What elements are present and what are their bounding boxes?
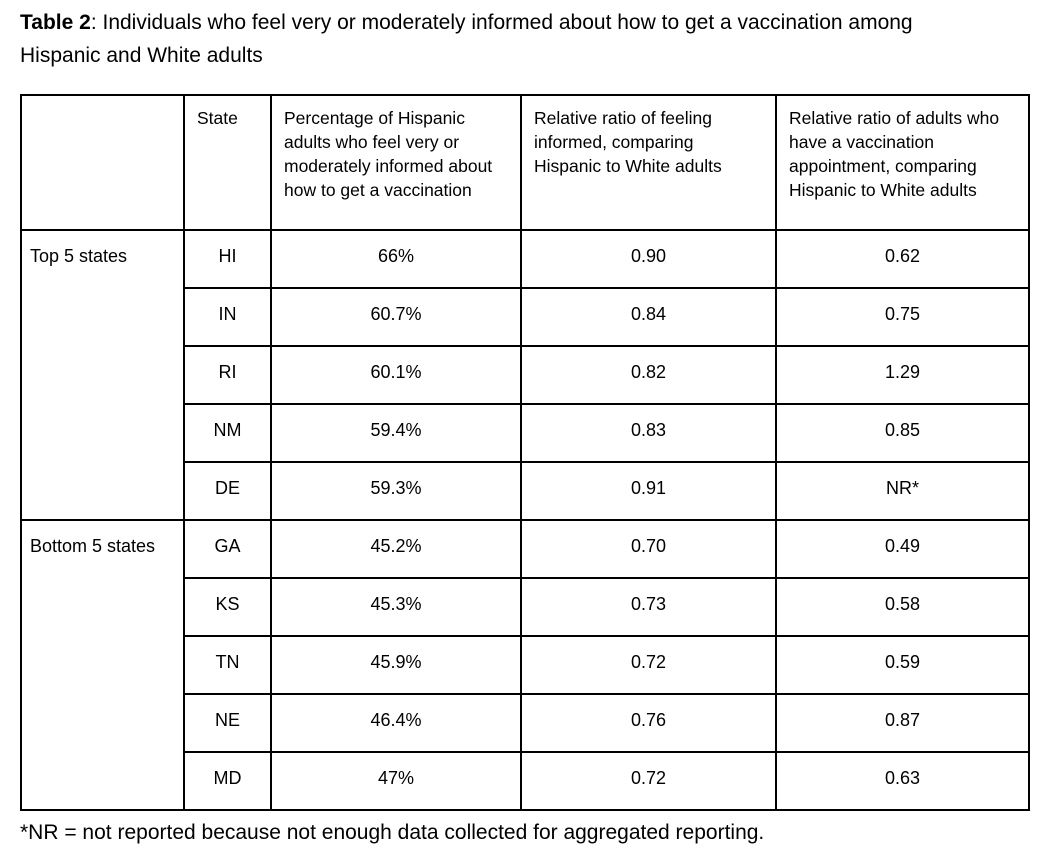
footnote: *NR = not reported because not enough da… bbox=[20, 821, 765, 844]
ratio-informed-cell: 0.83 bbox=[520, 403, 777, 463]
table-row: MD 47% 0.72 0.63 bbox=[21, 751, 1030, 811]
ratio-informed-cell: 0.70 bbox=[520, 519, 777, 579]
ratio-informed-cell: 0.84 bbox=[520, 287, 777, 347]
group-label-cell: Bottom 5 states bbox=[20, 519, 185, 811]
table-row: KS 45.3% 0.73 0.58 bbox=[21, 577, 1030, 637]
table-caption: Table 2: Individuals who feel very or mo… bbox=[20, 6, 970, 72]
header-ratio-appointment: Relative ratio of adults who have a vacc… bbox=[775, 94, 1030, 231]
percentage-cell: 60.7% bbox=[270, 287, 522, 347]
percentage-cell: 60.1% bbox=[270, 345, 522, 405]
group-label-cell: Top 5 states bbox=[20, 229, 185, 521]
percentage-cell: 45.2% bbox=[270, 519, 522, 579]
percentage-cell: 59.3% bbox=[270, 461, 522, 521]
table-row: Top 5 states HI 66% 0.90 0.62 bbox=[20, 229, 1030, 521]
header-percentage-informed: Percentage of Hispanic adults who feel v… bbox=[270, 94, 522, 231]
state-cell: MD bbox=[183, 751, 272, 811]
state-cell: NM bbox=[183, 403, 272, 463]
ratio-informed-cell: 0.91 bbox=[520, 461, 777, 521]
table-caption-text: : Individuals who feel very or moderatel… bbox=[20, 11, 913, 67]
state-cell: GA bbox=[183, 519, 272, 579]
state-cell: HI bbox=[183, 229, 272, 289]
data-table: State Percentage of Hispanic adults who … bbox=[20, 94, 1030, 811]
header-row: State Percentage of Hispanic adults who … bbox=[20, 94, 1030, 231]
ratio-appointment-cell: 0.49 bbox=[775, 519, 1030, 579]
table-body: Top 5 states HI 66% 0.90 0.62 IN 60.7% 0.… bbox=[20, 229, 1030, 811]
ratio-appointment-cell: 0.85 bbox=[775, 403, 1030, 463]
ratio-appointment-cell: 0.59 bbox=[775, 635, 1030, 695]
state-cell: RI bbox=[183, 345, 272, 405]
table-caption-label: Table 2 bbox=[20, 11, 91, 34]
state-cell: DE bbox=[183, 461, 272, 521]
ratio-informed-cell: 0.76 bbox=[520, 693, 777, 753]
ratio-informed-cell: 0.72 bbox=[520, 635, 777, 695]
state-cell: IN bbox=[183, 287, 272, 347]
ratio-appointment-cell: 0.75 bbox=[775, 287, 1030, 347]
percentage-cell: 59.4% bbox=[270, 403, 522, 463]
ratio-informed-cell: 0.73 bbox=[520, 577, 777, 637]
percentage-cell: 66% bbox=[270, 229, 522, 289]
table-row: NE 46.4% 0.76 0.87 bbox=[21, 693, 1030, 753]
table-row: IN 60.7% 0.84 0.75 bbox=[21, 287, 1030, 347]
ratio-appointment-cell: 0.62 bbox=[775, 229, 1030, 289]
ratio-informed-cell: 0.90 bbox=[520, 229, 777, 289]
percentage-cell: 46.4% bbox=[270, 693, 522, 753]
header-corner-cell bbox=[20, 94, 185, 231]
header-state: State bbox=[183, 94, 272, 231]
ratio-appointment-cell: 0.63 bbox=[775, 751, 1030, 811]
table-row: DE 59.3% 0.91 NR* bbox=[21, 461, 1030, 521]
ratio-appointment-cell: NR* bbox=[775, 461, 1030, 521]
ratio-appointment-cell: 0.58 bbox=[775, 577, 1030, 637]
percentage-cell: 45.3% bbox=[270, 577, 522, 637]
percentage-cell: 47% bbox=[270, 751, 522, 811]
state-cell: KS bbox=[183, 577, 272, 637]
table-row: RI 60.1% 0.82 1.29 bbox=[21, 345, 1030, 405]
percentage-cell: 45.9% bbox=[270, 635, 522, 695]
state-cell: NE bbox=[183, 693, 272, 753]
table-row: TN 45.9% 0.72 0.59 bbox=[21, 635, 1030, 695]
header-ratio-informed: Relative ratio of feeling informed, comp… bbox=[520, 94, 777, 231]
table-row: Bottom 5 states GA 45.2% 0.70 0.49 bbox=[20, 519, 1030, 811]
ratio-appointment-cell: 0.87 bbox=[775, 693, 1030, 753]
ratio-informed-cell: 0.82 bbox=[520, 345, 777, 405]
ratio-informed-cell: 0.72 bbox=[520, 751, 777, 811]
ratio-appointment-cell: 1.29 bbox=[775, 345, 1030, 405]
table-row: NM 59.4% 0.83 0.85 bbox=[21, 403, 1030, 463]
state-cell: TN bbox=[183, 635, 272, 695]
